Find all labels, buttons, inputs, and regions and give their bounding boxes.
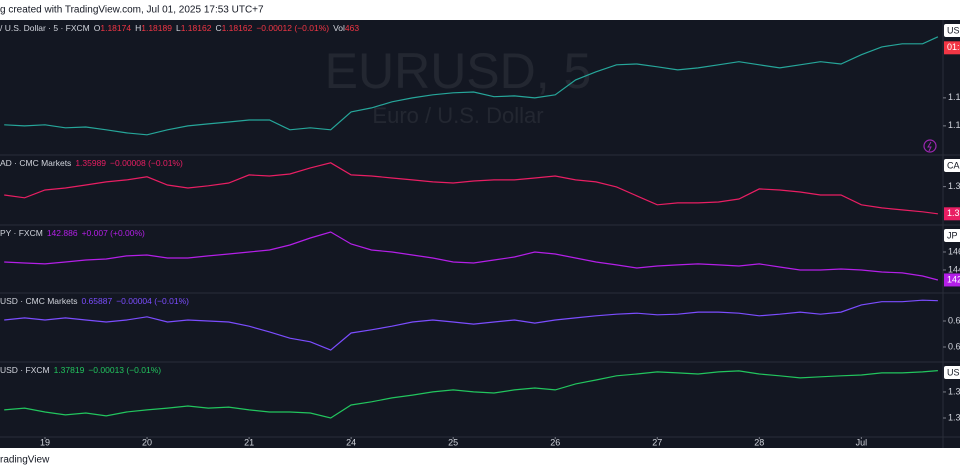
legend-item: H bbox=[135, 23, 141, 33]
x-tick-label: 21 bbox=[244, 437, 254, 447]
price-tag: 142 bbox=[947, 274, 960, 284]
symbol-tag-box bbox=[944, 159, 960, 172]
symbol-tag-box bbox=[944, 24, 960, 37]
y-tick-label: 146 bbox=[948, 246, 960, 256]
legend-item: L bbox=[176, 23, 181, 33]
legend-item: 1.18189 bbox=[141, 23, 172, 33]
y-tick-label: 0.6 bbox=[948, 315, 960, 325]
legend-item: Vol bbox=[333, 23, 345, 33]
price-tag-box bbox=[944, 273, 960, 287]
legend-item: 0.65887 bbox=[81, 296, 112, 306]
legend-item: / U.S. Dollar · 5 · FXCM bbox=[0, 23, 90, 33]
legend-item: +0.007 (+0.00%) bbox=[82, 228, 145, 238]
watermark-description: Euro / U.S. Dollar bbox=[372, 103, 543, 128]
y-tick-label: 1.3 bbox=[948, 412, 960, 422]
symbol-tag: JP bbox=[947, 230, 958, 240]
legend-item: O bbox=[94, 23, 101, 33]
pane-legend: / U.S. Dollar · 5 · FXCM O1.18174 H1.18189… bbox=[0, 23, 359, 33]
y-tick-label: 0.6 bbox=[948, 341, 960, 351]
legend-item: 1.18162 bbox=[181, 23, 212, 33]
pane-legend: AD · CMC Markets 1.35989 −0.00008 (−0.01%) bbox=[0, 158, 183, 168]
price-line bbox=[4, 231, 939, 281]
legend-item: −0.00012 (−0.01%) bbox=[256, 23, 329, 33]
legend-item: PY · FXCM bbox=[0, 228, 43, 238]
y-tick-label: 144 bbox=[948, 264, 960, 274]
x-tick-label: 25 bbox=[448, 437, 458, 447]
symbol-tag-box bbox=[944, 229, 960, 242]
legend-item: −0.00004 (−0.01%) bbox=[116, 296, 189, 306]
price-line bbox=[4, 299, 938, 351]
legend-item: 142.886 bbox=[47, 228, 78, 238]
y-tick-label: 1.3 bbox=[948, 386, 960, 396]
x-tick-label: 27 bbox=[652, 437, 662, 447]
brand: radingView bbox=[0, 455, 50, 466]
legend-item: −0.00013 (−0.01%) bbox=[88, 365, 161, 375]
pane-legend: USD · CMC Markets 0.65887 −0.00004 (−0.01%… bbox=[0, 296, 189, 306]
symbol-tag-box bbox=[944, 366, 960, 379]
symbol-tag: US bbox=[947, 367, 960, 377]
top-bar bbox=[0, 0, 960, 20]
legend-item: 1.37819 bbox=[54, 365, 85, 375]
legend-item: 1.18162 bbox=[222, 23, 253, 33]
replay-icon bbox=[923, 139, 937, 153]
legend-item: AD · CMC Markets bbox=[0, 158, 71, 168]
legend-item: 1.18174 bbox=[100, 23, 131, 33]
legend-item: −0.00008 (−0.01%) bbox=[110, 158, 183, 168]
y-tick-label: 1.1 bbox=[948, 92, 960, 102]
price-line bbox=[4, 370, 938, 419]
legend-item: 1.35989 bbox=[75, 158, 106, 168]
x-tick-label: 28 bbox=[754, 437, 764, 447]
x-tick-label: Jul bbox=[856, 437, 868, 447]
x-tick-label: 20 bbox=[142, 437, 152, 447]
legend-item: C bbox=[215, 23, 221, 33]
y-tick-label: 1.3 bbox=[948, 181, 960, 191]
legend-item: 463 bbox=[345, 23, 359, 33]
symbol-tag: CA bbox=[947, 160, 960, 170]
price-line bbox=[4, 36, 939, 136]
watermark-symbol: EURUSD, 5 bbox=[325, 43, 592, 99]
chart-background bbox=[0, 20, 960, 448]
price-tag-box bbox=[944, 41, 960, 55]
x-tick-label: 24 bbox=[346, 437, 356, 447]
bottom-bar bbox=[0, 448, 960, 472]
price-tag: 01:3 bbox=[947, 42, 960, 52]
legend-item: USD · CMC Markets bbox=[0, 296, 77, 306]
pane-legend: PY · FXCM 142.886 +0.007 (+0.00%) bbox=[0, 228, 145, 238]
symbol-tag: US bbox=[947, 25, 960, 35]
x-tick-label: 19 bbox=[40, 437, 50, 447]
x-tick-label: 26 bbox=[550, 437, 560, 447]
snapshot-title: g created with TradingView.com, Jul 01, … bbox=[0, 5, 264, 16]
legend-item: USD · FXCM bbox=[0, 365, 50, 375]
price-tag-box bbox=[944, 207, 960, 221]
pane-legend: USD · FXCM 1.37819 −0.00013 (−0.01%) bbox=[0, 365, 161, 375]
price-tag: 1.3 bbox=[947, 208, 960, 218]
y-tick-label: 1.1 bbox=[948, 120, 960, 130]
price-line bbox=[4, 162, 938, 215]
